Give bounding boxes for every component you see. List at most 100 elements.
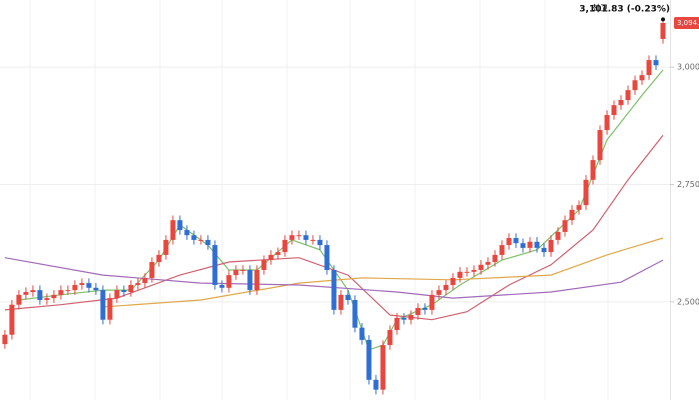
candle-body — [16, 294, 22, 305]
candle-body — [23, 292, 29, 295]
candle-body — [583, 179, 589, 206]
candle-body — [562, 220, 568, 232]
candle-body — [422, 307, 428, 310]
candle-body — [415, 307, 421, 316]
candle-body — [436, 290, 442, 295]
candle-body — [534, 241, 540, 248]
candle-body — [149, 261, 155, 278]
candle-body — [51, 294, 57, 299]
candle-body — [37, 290, 43, 300]
candle-body — [464, 271, 470, 273]
candle-body — [457, 271, 463, 278]
candle-body — [261, 260, 267, 270]
candle-body — [296, 235, 302, 237]
candle-body — [590, 160, 596, 180]
candle-body — [387, 330, 393, 346]
candle-body — [303, 235, 309, 240]
candle-body — [135, 283, 141, 285]
candle-body — [380, 345, 386, 390]
candle-body — [177, 220, 183, 231]
candle-body — [184, 230, 190, 236]
vertical-grid — [0, 0, 670, 400]
candle-body — [2, 334, 8, 345]
candle-body — [513, 238, 519, 244]
candle-body — [373, 379, 379, 390]
moving-average — [4, 134, 664, 321]
candle-body — [30, 290, 36, 293]
candle-body — [338, 294, 344, 310]
candle-body — [569, 209, 575, 221]
candle-body — [408, 315, 414, 320]
candle-body — [128, 284, 134, 293]
y-tick-label: 3,000.00 — [677, 63, 699, 72]
candle-body — [226, 275, 232, 288]
high-marker — [660, 17, 665, 22]
candle-body — [79, 283, 85, 285]
candle-body — [653, 60, 659, 66]
candle-body — [107, 298, 113, 320]
candle-body — [247, 269, 253, 291]
candle-body — [611, 105, 617, 116]
candle-body — [450, 277, 456, 285]
annotation-prefix: 최고 — [591, 4, 608, 15]
candles — [2, 19, 666, 395]
candle-body — [282, 239, 288, 253]
candle-body — [646, 60, 652, 76]
candle-body — [485, 261, 491, 265]
candle-body — [604, 115, 610, 131]
candle-body — [639, 75, 645, 81]
candle-body — [618, 100, 624, 106]
candle-body — [240, 269, 246, 271]
y-tick-label: 2,750.00 — [677, 180, 699, 189]
candle-body — [443, 284, 449, 291]
candle-body — [86, 283, 92, 288]
candle-body — [625, 90, 631, 100]
candle-body — [58, 290, 64, 295]
candle-body — [331, 269, 337, 310]
candle-body — [9, 304, 15, 335]
candle-body — [212, 245, 218, 285]
candle-body — [471, 269, 477, 272]
last-price-box — [674, 17, 699, 30]
candle-body — [345, 294, 351, 300]
candle-body — [72, 284, 78, 291]
candle-body — [555, 231, 561, 240]
candle-body — [198, 239, 204, 241]
candle-body — [205, 239, 211, 246]
candle-body — [576, 205, 582, 210]
candle-body — [121, 290, 127, 293]
moving-average — [4, 257, 664, 299]
candle-body — [478, 264, 484, 270]
candle-body — [352, 300, 358, 328]
candle-body — [632, 80, 638, 91]
annotation-text: 3,101.83 (-0.23%) — [579, 5, 670, 15]
candle-body — [114, 290, 120, 299]
candle-body — [660, 23, 666, 39]
candle-body — [100, 290, 106, 320]
candle-body — [527, 241, 533, 248]
candle-body — [597, 130, 603, 161]
candle-body — [394, 317, 400, 331]
candle-body — [275, 252, 281, 255]
candle-body — [520, 243, 526, 248]
candle-body — [429, 294, 435, 310]
candle-body — [170, 220, 176, 240]
candle-body — [366, 339, 372, 380]
candle-body — [506, 238, 512, 246]
candle-body — [93, 287, 99, 291]
candle-body — [233, 269, 239, 276]
candle-body — [359, 327, 365, 340]
candle-body — [219, 284, 225, 288]
candle-body — [310, 239, 316, 241]
candle-body — [289, 235, 295, 240]
candle-body — [163, 239, 169, 255]
candle-body — [191, 235, 197, 240]
candle-body — [499, 245, 505, 255]
y-tick-label: 2,500.00 — [677, 297, 699, 306]
candle-body — [324, 245, 330, 270]
moving-average — [102, 237, 664, 308]
candle-body — [44, 298, 50, 300]
last-price-label: 3,094.00 — [677, 19, 699, 27]
candle-body — [548, 239, 554, 253]
candle-body — [254, 269, 260, 291]
